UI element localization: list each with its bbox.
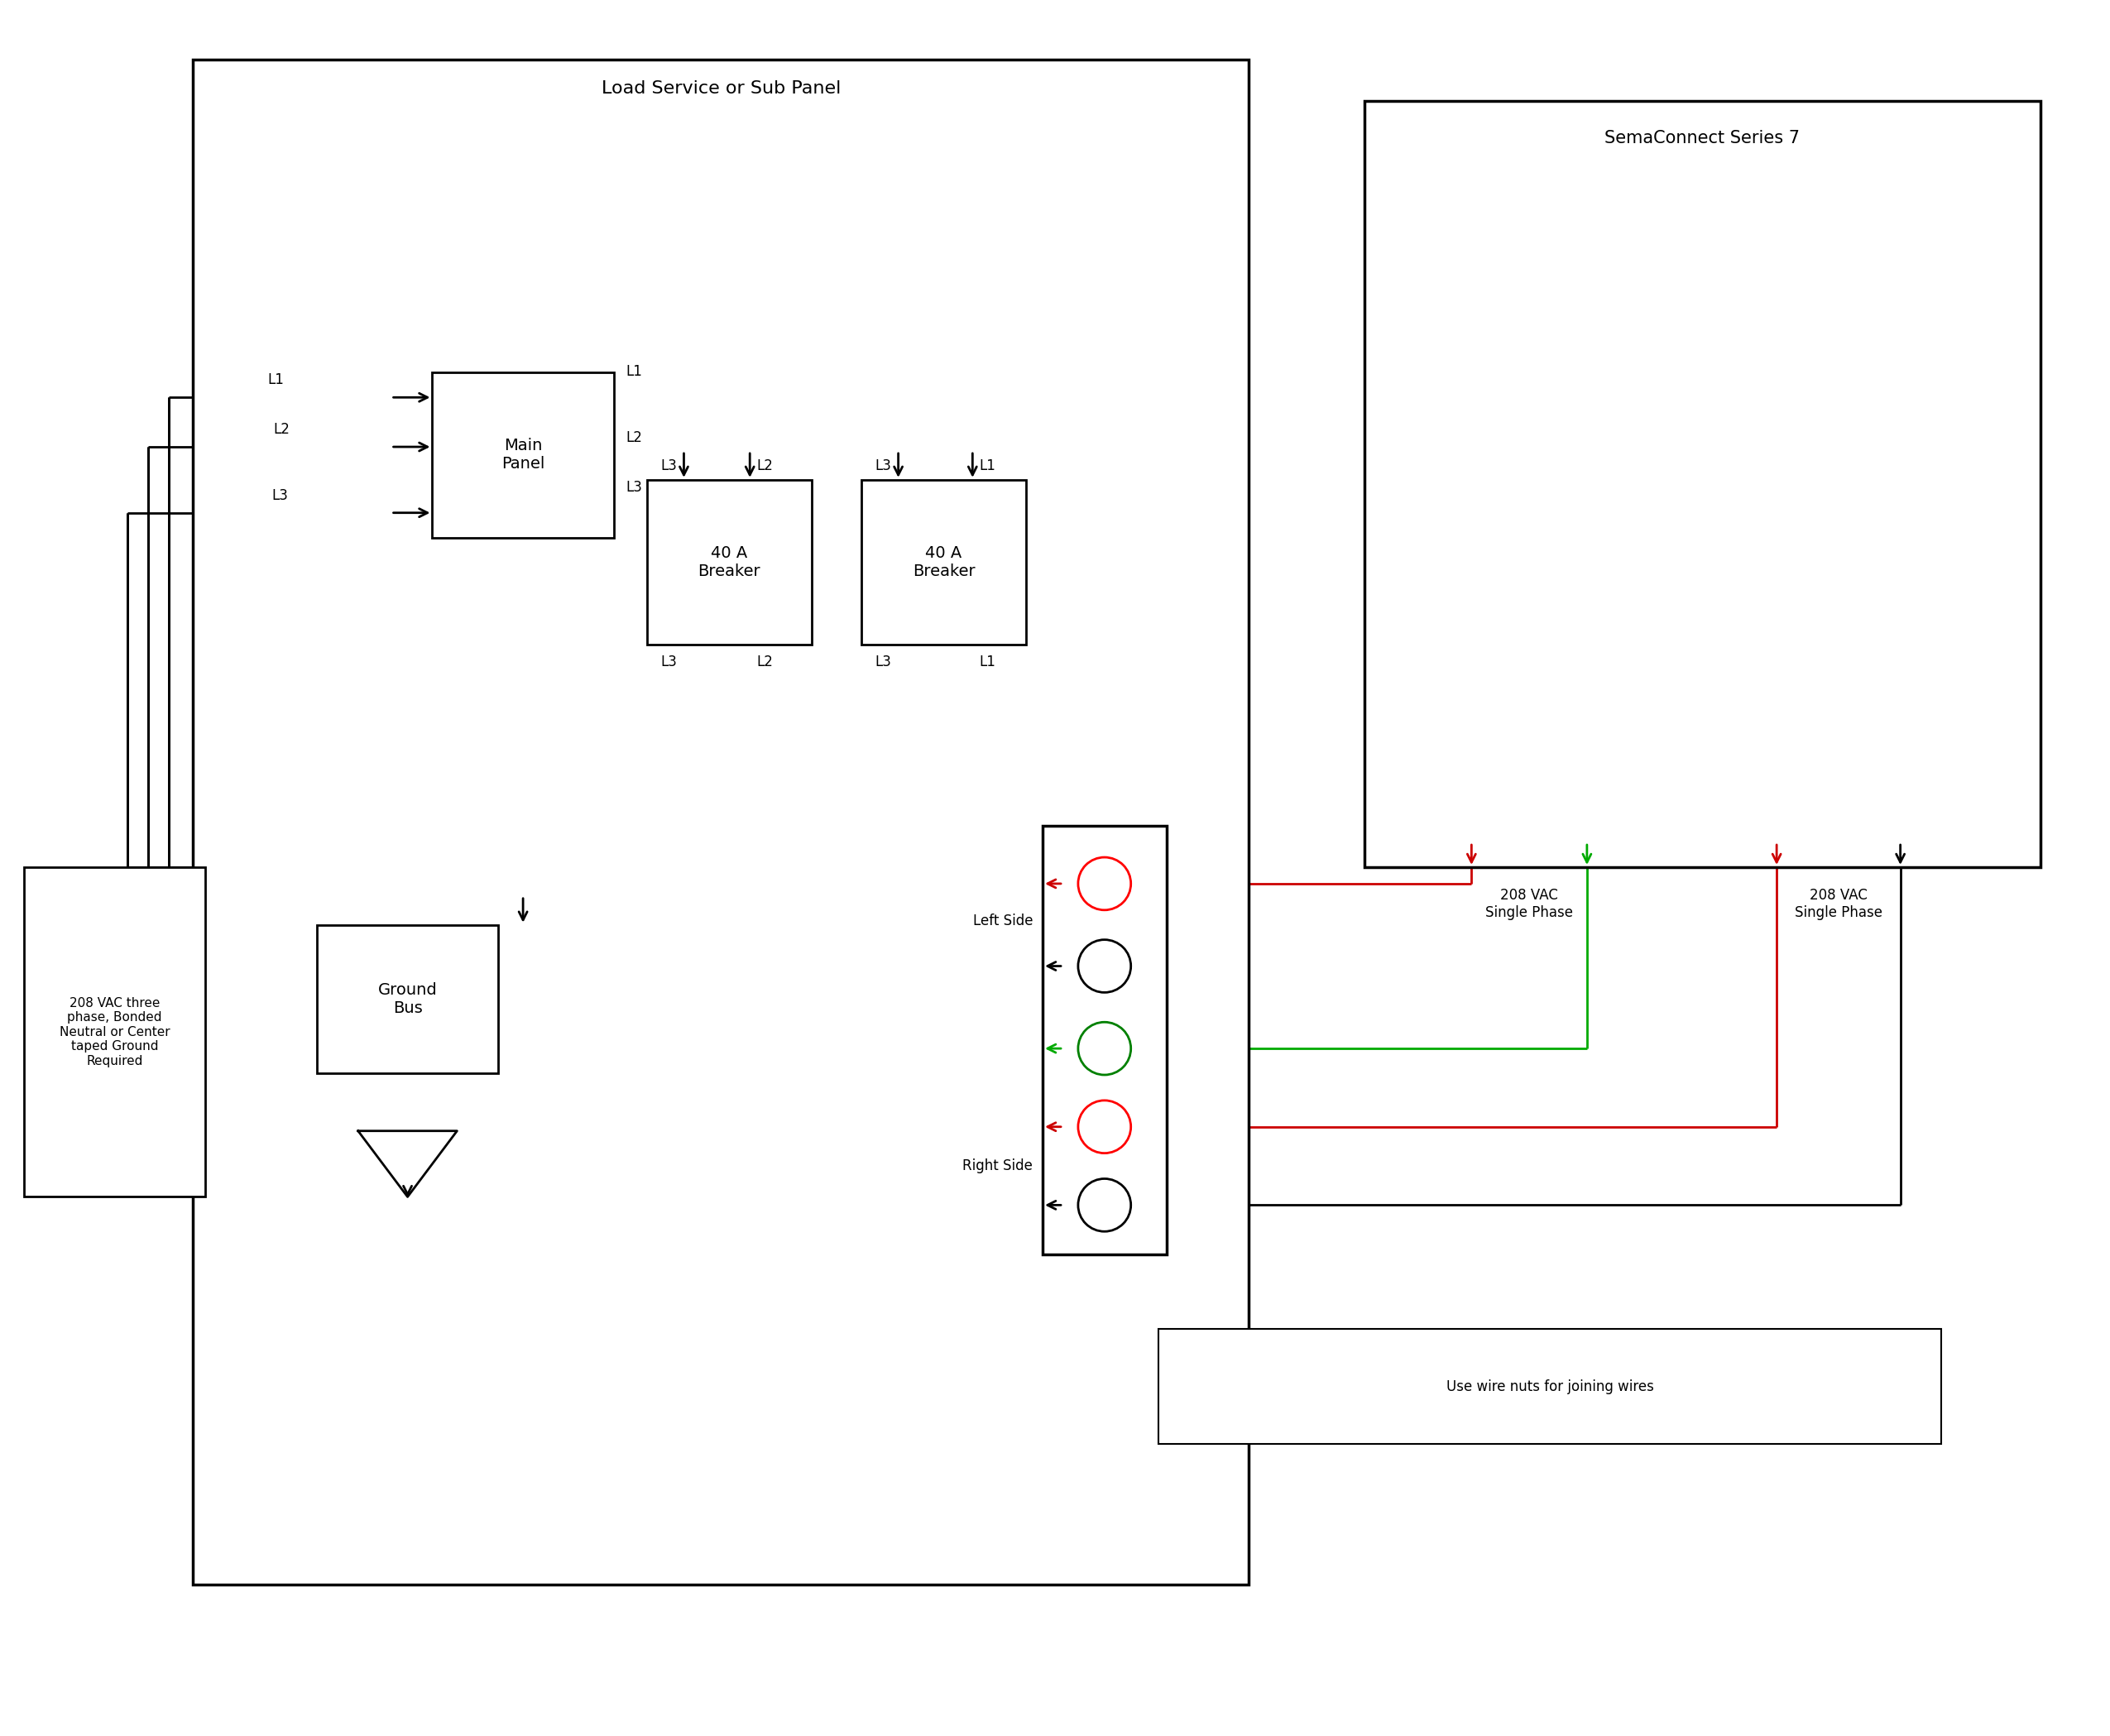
Text: SemaConnect Series 7: SemaConnect Series 7 bbox=[1606, 130, 1800, 146]
Circle shape bbox=[1078, 1101, 1131, 1153]
Bar bbox=[1042, 826, 1167, 1255]
Text: L3: L3 bbox=[660, 654, 677, 670]
Bar bbox=[1158, 1328, 1941, 1444]
Text: L1: L1 bbox=[979, 654, 996, 670]
Text: 40 A
Breaker: 40 A Breaker bbox=[912, 545, 975, 580]
Text: 208 VAC
Single Phase: 208 VAC Single Phase bbox=[1485, 887, 1574, 920]
Text: Right Side: Right Side bbox=[962, 1158, 1032, 1174]
Text: L1: L1 bbox=[979, 458, 996, 474]
Text: L1: L1 bbox=[627, 365, 644, 378]
Text: Ground
Bus: Ground Bus bbox=[378, 983, 437, 1016]
Text: L1: L1 bbox=[268, 373, 285, 387]
Circle shape bbox=[1078, 858, 1131, 910]
Text: 208 VAC three
phase, Bonded
Neutral or Center
taped Ground
Required: 208 VAC three phase, Bonded Neutral or C… bbox=[59, 996, 171, 1068]
Text: 40 A
Breaker: 40 A Breaker bbox=[698, 545, 760, 580]
Text: Load Service or Sub Panel: Load Service or Sub Panel bbox=[601, 80, 840, 97]
Text: L3: L3 bbox=[876, 654, 893, 670]
Text: L3: L3 bbox=[272, 488, 287, 503]
Bar bbox=[194, 59, 1249, 1585]
Bar bbox=[433, 373, 614, 538]
Text: Main
Panel: Main Panel bbox=[502, 437, 544, 472]
Bar bbox=[648, 479, 812, 644]
Text: Use wire nuts for joining wires: Use wire nuts for joining wires bbox=[1445, 1378, 1654, 1394]
Bar bbox=[1365, 101, 2040, 868]
Text: L2: L2 bbox=[627, 431, 644, 444]
Text: L2: L2 bbox=[757, 458, 772, 474]
Circle shape bbox=[1078, 1023, 1131, 1075]
Text: L3: L3 bbox=[627, 479, 644, 495]
Bar bbox=[23, 868, 205, 1196]
Text: L2: L2 bbox=[757, 654, 772, 670]
Text: 208 VAC
Single Phase: 208 VAC Single Phase bbox=[1796, 887, 1882, 920]
Circle shape bbox=[1078, 939, 1131, 993]
Text: L2: L2 bbox=[274, 422, 289, 437]
Text: L3: L3 bbox=[660, 458, 677, 474]
Text: Left Side: Left Side bbox=[973, 913, 1032, 929]
Bar bbox=[861, 479, 1025, 644]
Circle shape bbox=[1078, 1179, 1131, 1231]
Text: L3: L3 bbox=[876, 458, 893, 474]
Bar bbox=[316, 925, 498, 1073]
